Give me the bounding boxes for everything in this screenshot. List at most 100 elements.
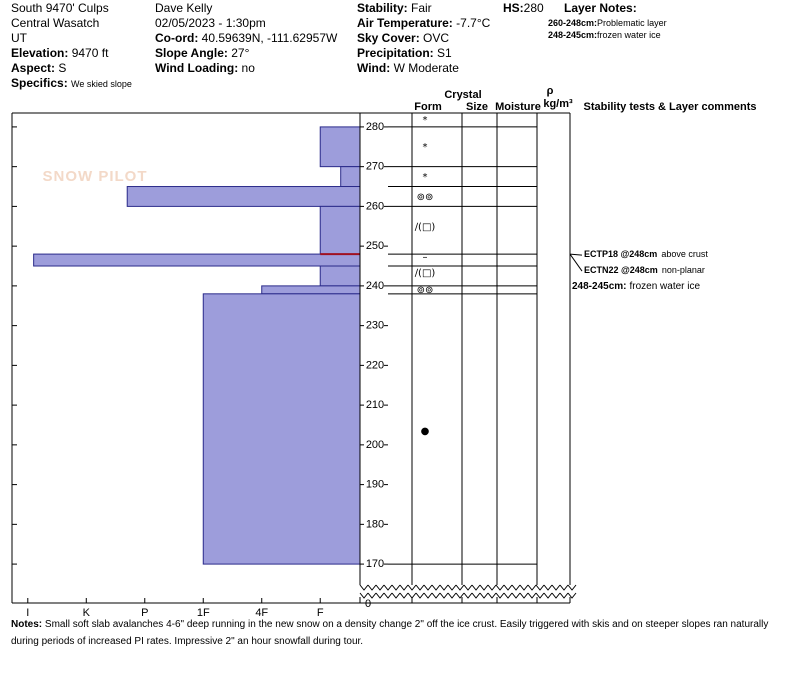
- notes-label: Notes:: [11, 619, 43, 630]
- header-field: Sky Cover: OVC: [357, 31, 449, 46]
- note-label: 260-248cm:: [548, 18, 598, 28]
- field-label: Wind:: [357, 61, 391, 75]
- axis-break: [559, 592, 569, 599]
- layer-notes-title: Layer Notes:: [564, 1, 637, 15]
- field-label: Elevation:: [11, 46, 69, 60]
- axis-break: [455, 584, 465, 591]
- axis-break: [519, 584, 529, 591]
- hardness-bar: [33, 253, 361, 267]
- field-value: UT: [11, 31, 27, 45]
- x-tick-label: I: [26, 607, 29, 619]
- crystal-form: ∕(□): [415, 222, 436, 233]
- column-heading: Form: [414, 101, 442, 113]
- field-value: -7.7°C: [456, 16, 491, 30]
- crystal-form: ⊚⊚: [417, 285, 434, 296]
- axis-break: [479, 584, 489, 591]
- axis-break: [375, 584, 385, 591]
- column-heading: Crystal: [444, 89, 481, 101]
- axis-break: [383, 584, 393, 591]
- axis-break: [431, 592, 441, 599]
- axis-break: [423, 592, 433, 599]
- axis-break: [527, 592, 537, 599]
- axis-break: [511, 584, 521, 591]
- axis-break: [407, 592, 417, 599]
- column-heading: ρ: [547, 85, 554, 97]
- notes: Notes: Small soft slab avalanches 4-6" d…: [11, 616, 796, 650]
- axis-break: [463, 592, 473, 599]
- axis-break: [367, 592, 377, 599]
- axis-break: [399, 584, 409, 591]
- field-value: Central Wasatch: [11, 16, 100, 30]
- axis-break: [415, 592, 425, 599]
- hardness-bar: [319, 205, 361, 255]
- axis-break: [543, 584, 553, 591]
- logo: SNOW PILOT: [43, 168, 148, 185]
- axis-break: [375, 592, 385, 599]
- axis-break: [455, 592, 465, 599]
- axis-break: [535, 592, 545, 599]
- y-tick-label: 280: [366, 121, 384, 133]
- y-tick-label: 180: [366, 518, 384, 530]
- header-field: Elevation: 9470 ft: [11, 46, 108, 61]
- field-value: S: [58, 61, 67, 75]
- axis-break: [383, 592, 393, 599]
- field-label: Co-ord:: [155, 31, 199, 45]
- axis-break: [439, 592, 449, 599]
- header-field: Dave Kelly: [155, 1, 212, 16]
- crystal-form: ∕(□): [415, 268, 436, 279]
- crystal-form: *: [423, 115, 428, 126]
- x-tick-label: K: [83, 607, 91, 619]
- field-value: OVC: [423, 31, 450, 45]
- axis-break: [479, 592, 489, 599]
- crystal-form: *: [423, 172, 428, 183]
- hs: HS:280: [503, 1, 544, 16]
- header-field: Air Temperature: -7.7°C: [357, 16, 490, 31]
- field-label: Air Temperature:: [357, 16, 453, 30]
- stability-test: ECTN22 @248cm non-planar: [584, 265, 705, 275]
- axis-break: [447, 584, 457, 591]
- header-field: Stability: Fair: [357, 1, 432, 16]
- note-label: 248-245cm:: [548, 30, 598, 40]
- field-value: Dave Kelly: [155, 1, 213, 15]
- header-field: Co-ord: 40.59639N, -111.62957W: [155, 31, 337, 46]
- test-name: ECTP18 @248cm: [584, 249, 657, 259]
- field-value: We skied slope: [71, 79, 132, 89]
- axis-break: [551, 584, 561, 591]
- header-field: UT: [11, 31, 27, 46]
- crystal-form: *: [423, 142, 428, 153]
- axis-break: [399, 592, 409, 599]
- axis-break: [391, 592, 401, 599]
- x-tick-label: 4F: [255, 607, 268, 619]
- crystal-form: ●: [421, 426, 430, 437]
- header-field: South 9470' Culps: [11, 1, 109, 16]
- header-field: Central Wasatch: [11, 16, 99, 31]
- hardness-bar: [202, 293, 361, 565]
- note-value: frozen water ice: [597, 30, 661, 40]
- field-label: Precipitation:: [357, 46, 434, 60]
- axis-break: [415, 584, 425, 591]
- field-value: Fair: [411, 1, 432, 15]
- axis-break: [447, 592, 457, 599]
- x-tick-label: F: [317, 607, 324, 619]
- field-value: 02/05/2023 - 1:30pm: [155, 16, 266, 30]
- hardness-bar: [340, 166, 361, 188]
- y-tick-label: 200: [366, 439, 384, 451]
- field-value: S1: [437, 46, 452, 60]
- stability-test: ECTP18 @248cm above crust: [584, 249, 708, 259]
- y-tick-label: 250: [366, 240, 384, 252]
- axis-break: [487, 592, 497, 599]
- y-tick-label: 210: [366, 399, 384, 411]
- y-tick-label: 270: [366, 161, 384, 173]
- axis-break: [471, 584, 481, 591]
- axis-break: [431, 584, 441, 591]
- header-field: Wind Loading: no: [155, 61, 255, 76]
- y-tick-label: 190: [366, 479, 384, 491]
- hs-label: HS:: [503, 1, 524, 15]
- axis-break: [503, 592, 513, 599]
- field-value: 9470 ft: [71, 46, 109, 60]
- column-heading: Stability tests & Layer comments: [583, 101, 756, 113]
- x-tick-label: 1F: [197, 607, 210, 619]
- crystal-form: ⊚⊚: [417, 192, 434, 203]
- y-tick-label: 260: [366, 200, 384, 212]
